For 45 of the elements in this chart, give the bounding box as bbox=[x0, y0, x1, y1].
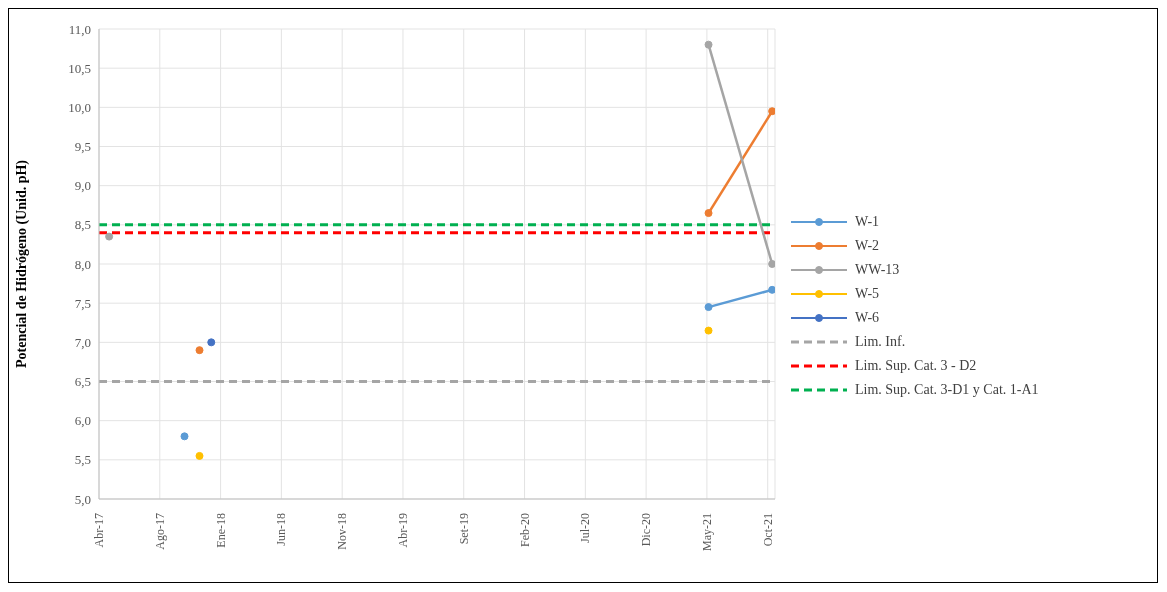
x-tick-label: Oct-21 bbox=[760, 513, 775, 547]
y-tick-label: 9,5 bbox=[74, 139, 91, 155]
y-axis-title: Potencial de Hidrógeno (Unid. pH) bbox=[13, 159, 30, 369]
x-tick-label: Nov-18 bbox=[335, 513, 350, 550]
legend-label: WW-13 bbox=[855, 261, 900, 278]
y-tick-label: 8,5 bbox=[74, 217, 91, 233]
point bbox=[704, 209, 713, 218]
x-tick-label: Abr-19 bbox=[395, 513, 410, 548]
point bbox=[704, 326, 713, 335]
y-tick-label: 9,0 bbox=[74, 178, 91, 194]
y-tick-label: 6,0 bbox=[74, 413, 91, 429]
point bbox=[105, 232, 114, 241]
point bbox=[195, 346, 204, 355]
legend-label: W-6 bbox=[855, 309, 880, 326]
y-tick-label: 10,0 bbox=[68, 99, 91, 115]
legend-label: Lim. Sup. Cat. 3-D1 y Cat. 1-A1 bbox=[855, 381, 1039, 398]
x-tick-label: Ago-17 bbox=[152, 513, 167, 550]
x-tick-label: Jul-20 bbox=[578, 513, 593, 543]
y-tick-label: 5,5 bbox=[74, 452, 91, 468]
point bbox=[180, 432, 189, 441]
x-tick-label: Abr-17 bbox=[92, 513, 106, 548]
point bbox=[704, 303, 713, 312]
x-tick-label: Ene-18 bbox=[213, 513, 228, 548]
point bbox=[704, 40, 713, 49]
x-tick-label: May-21 bbox=[699, 513, 714, 551]
y-tick-label: 5,0 bbox=[74, 491, 91, 507]
y-tick-label: 11,0 bbox=[68, 21, 91, 37]
point bbox=[195, 451, 204, 460]
y-tick-label: 10,5 bbox=[68, 60, 91, 76]
y-tick-label: 7,0 bbox=[74, 334, 91, 350]
legend-label: W-1 bbox=[855, 213, 880, 230]
legend-label: Lim. Inf. bbox=[855, 333, 906, 350]
x-tick-label: Dic-20 bbox=[639, 513, 654, 547]
legend-label: W-2 bbox=[855, 237, 880, 254]
point bbox=[768, 285, 775, 294]
y-tick-label: 6,5 bbox=[74, 374, 91, 390]
y-tick-label: 8,0 bbox=[74, 256, 91, 272]
y-tick-label: 7,5 bbox=[74, 295, 91, 311]
x-tick-label: Set-19 bbox=[456, 513, 471, 545]
x-tick-label: Feb-20 bbox=[517, 513, 532, 547]
point bbox=[768, 107, 775, 116]
point bbox=[768, 260, 775, 268]
legend-label: W-5 bbox=[855, 285, 880, 302]
x-tick-label: Jun-18 bbox=[274, 513, 289, 546]
legend-label: Lim. Sup. Cat. 3 - D2 bbox=[855, 357, 977, 374]
